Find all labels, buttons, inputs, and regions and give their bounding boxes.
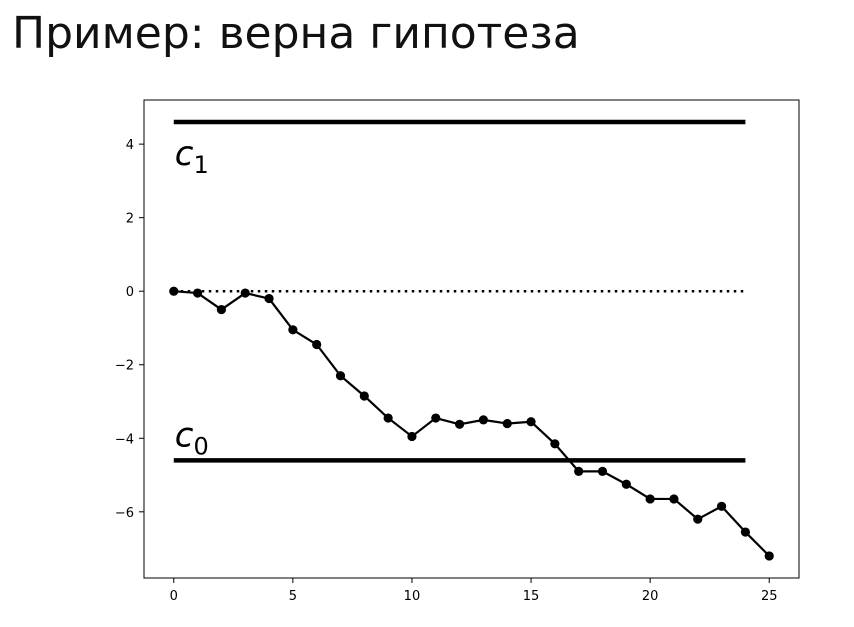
data-point bbox=[669, 494, 679, 504]
data-point bbox=[764, 551, 774, 561]
x-tick-label: 10 bbox=[404, 589, 421, 604]
data-point bbox=[288, 325, 298, 335]
data-point bbox=[645, 494, 655, 504]
y-tick-label: −2 bbox=[115, 359, 134, 374]
data-point bbox=[431, 413, 441, 423]
data-point bbox=[335, 371, 346, 381]
data-point bbox=[597, 466, 608, 476]
threshold-label-letter: c bbox=[175, 415, 194, 455]
plot-frame bbox=[143, 99, 800, 579]
data-point bbox=[383, 413, 393, 423]
threshold-label-c1: c1 bbox=[175, 134, 209, 179]
data-point bbox=[312, 339, 322, 350]
data-point bbox=[550, 439, 560, 449]
data-point bbox=[716, 501, 727, 511]
series-line bbox=[173, 290, 771, 557]
data-point bbox=[693, 514, 703, 524]
x-tick-label: 20 bbox=[642, 589, 659, 604]
x-tick-label: 0 bbox=[170, 589, 178, 604]
x-tick-label: 5 bbox=[289, 589, 297, 604]
data-point bbox=[502, 418, 512, 429]
data-point bbox=[169, 286, 179, 296]
data-point bbox=[740, 527, 751, 537]
data-point bbox=[526, 417, 536, 427]
data-point bbox=[574, 466, 584, 476]
data-point bbox=[192, 288, 203, 298]
y-tick-label: 2 bbox=[126, 212, 134, 227]
slide-title: Пример: верна гипотеза bbox=[12, 8, 580, 59]
y-tick-label: −4 bbox=[115, 432, 134, 447]
y-tick-label: 0 bbox=[126, 285, 134, 300]
data-point bbox=[621, 479, 631, 489]
data-point bbox=[264, 293, 274, 304]
y-tick-label: −6 bbox=[115, 506, 134, 521]
data-point bbox=[216, 304, 227, 315]
x-tick-label: 25 bbox=[761, 589, 778, 604]
x-tick-label: 15 bbox=[523, 589, 540, 604]
threshold-label-subscript: 1 bbox=[193, 151, 208, 179]
threshold-label-c0: c0 bbox=[175, 415, 209, 460]
data-point bbox=[359, 391, 369, 401]
data-point bbox=[478, 415, 489, 425]
data-point bbox=[454, 419, 465, 429]
threshold-label-letter: c bbox=[175, 134, 194, 174]
data-point bbox=[407, 431, 417, 442]
threshold-label-subscript: 0 bbox=[193, 432, 208, 460]
data-point bbox=[240, 288, 250, 298]
y-tick-label: 4 bbox=[126, 138, 134, 153]
